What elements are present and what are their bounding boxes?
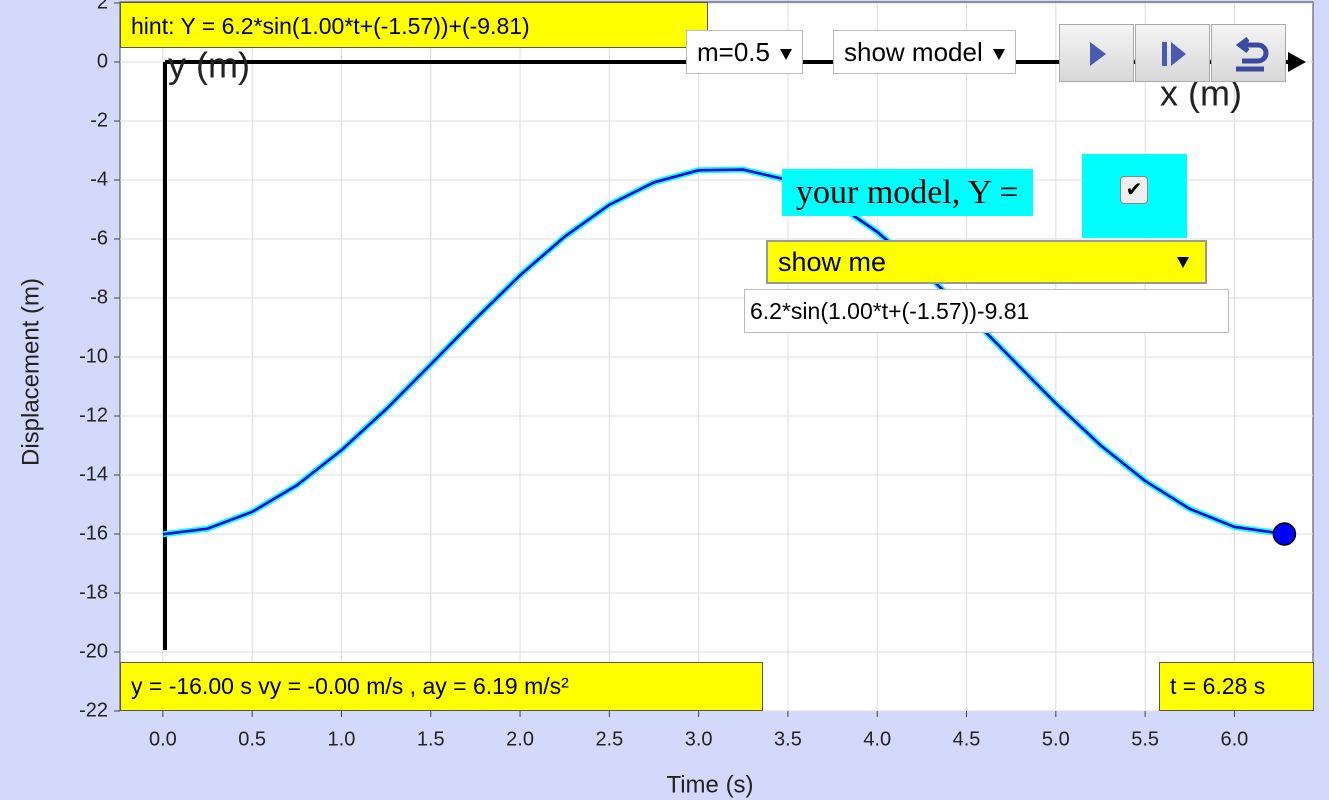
x-tick-label: 4.5 (953, 728, 981, 750)
x-tick-label: 6.0 (1221, 728, 1249, 750)
x-tick-label: 3.0 (685, 728, 713, 750)
icon (1162, 42, 1167, 66)
step-icon (1162, 42, 1186, 66)
reset-icon (1235, 37, 1269, 72)
x-tick-label: 5.0 (1042, 728, 1070, 750)
status-readout: y = -16.00 s vy = -0.00 m/s , ay = 6.19 … (120, 662, 763, 711)
checkbox-panel: ✔ (1082, 154, 1187, 238)
y-tick-label: 2 (97, 0, 108, 13)
y-tick-label: -20 (79, 640, 108, 662)
y-axis-title: Displacement (m) (17, 278, 44, 466)
dropdown-arrow (1177, 257, 1189, 268)
play-button[interactable] (1059, 24, 1134, 82)
x-tick-label: 2.0 (506, 728, 534, 750)
x-tick-label: 4.0 (863, 728, 891, 750)
model-menu-value: show model (844, 37, 983, 67)
y-tick-label: -16 (79, 522, 108, 544)
x-tick-label: 1.5 (417, 728, 445, 750)
x-axis-title: Time (s) (666, 771, 753, 798)
y-tick-label: -2 (90, 109, 108, 131)
x-tick-label: 0.0 (149, 728, 177, 750)
x-axis-arrow (1288, 52, 1306, 72)
y-tick-label: -4 (90, 168, 108, 190)
mass-select[interactable]: m=0.5 (686, 30, 803, 74)
y-tick-label: -10 (79, 345, 108, 367)
y-tick-label: -12 (79, 404, 108, 426)
y-tick-label: 0 (97, 50, 108, 72)
play-icon (1090, 42, 1106, 66)
position-marker (1272, 522, 1297, 546)
hint: hint: Y = 6.2*sin(1.00*t+(-1.57))+(-9.81… (120, 2, 708, 48)
x-tick-label: 0.5 (238, 728, 266, 750)
model-input[interactable]: 6.2*sin(1.00*t+(-1.57))-9.81 (744, 289, 1229, 333)
y-world-label: y (m) (168, 45, 250, 86)
dropdown-arrow (992, 48, 1005, 60)
icon (1171, 42, 1186, 66)
model-checkbox[interactable]: ✔ (1120, 176, 1148, 204)
model-label: your model, Y = (782, 169, 1033, 216)
y-tick-label: -22 (79, 699, 108, 721)
icon (1235, 37, 1269, 72)
y-tick-label: -6 (90, 227, 108, 249)
y-tick-label: -8 (90, 286, 108, 308)
time-readout: t = 6.28 s (1159, 662, 1314, 711)
show-menu-value: show me (778, 247, 887, 277)
y-tick-label: -18 (79, 581, 108, 603)
reset-button[interactable] (1211, 24, 1286, 82)
curve (162, 168, 1285, 536)
show-me-select[interactable]: show me (766, 240, 1207, 284)
x-tick-label: 1.0 (328, 728, 356, 750)
x-tick-label: 3.5 (774, 728, 802, 750)
x-tick-label: 5.5 (1131, 728, 1159, 750)
icon (1090, 42, 1106, 66)
mass-value: m=0.5 (697, 37, 770, 67)
model-select[interactable]: show model (833, 30, 1016, 74)
step-button[interactable] (1135, 24, 1210, 82)
dropdown-arrow (780, 48, 792, 60)
x-tick-label: 2.5 (595, 728, 623, 750)
y-tick-label: -14 (79, 463, 108, 485)
